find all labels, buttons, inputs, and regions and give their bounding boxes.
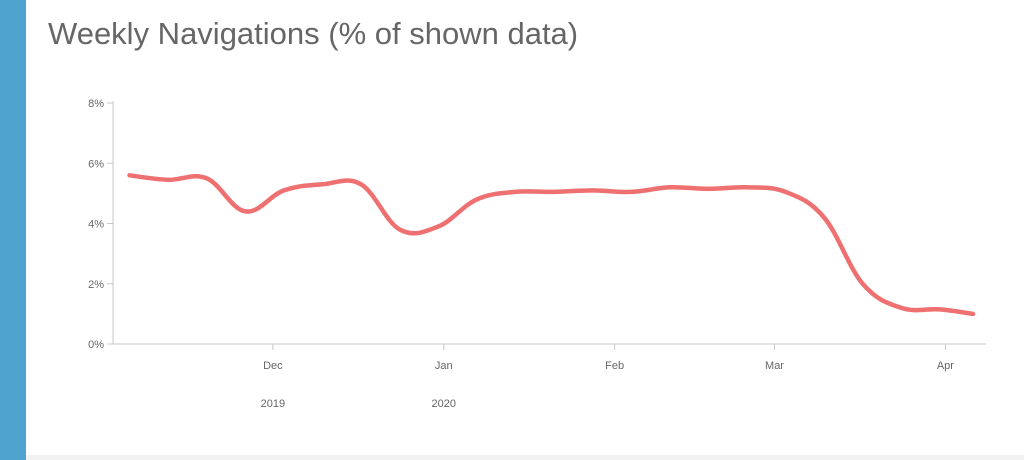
data-point (359, 182, 363, 186)
x-tick-label: Feb (605, 360, 624, 372)
data-point (861, 282, 865, 286)
data-point (166, 178, 170, 182)
x-tick-label: Dec (263, 360, 283, 372)
y-tick-label: 2% (88, 279, 104, 291)
data-point (971, 312, 975, 316)
data-point (205, 176, 209, 180)
accent-bar (0, 0, 26, 460)
data-point (822, 215, 826, 219)
chart-card: Weekly Navigations (% of shown data) 0% 2… (26, 0, 1024, 460)
x-tick-label: Jan (435, 360, 453, 372)
y-tick-label: 8% (88, 98, 104, 110)
data-point (745, 185, 749, 189)
data-point (629, 190, 633, 194)
y-tick-label: 0% (88, 339, 104, 351)
y-tick-label: 4% (88, 219, 104, 231)
data-point (938, 307, 942, 311)
data-point (320, 182, 324, 186)
data-point (436, 225, 440, 229)
x-tick-label: Mar (765, 360, 784, 372)
data-point (552, 190, 556, 194)
y-tick-label: 6% (88, 158, 104, 170)
x-tick-label: Apr (937, 360, 954, 372)
data-point (282, 188, 286, 192)
data-point (513, 190, 517, 194)
data-point (398, 228, 402, 232)
data-point (591, 188, 595, 192)
data-point (706, 187, 710, 191)
line-chart: 0% 2% 4% 6% 8% Dec 2019 Jan 2020 Feb Mar Apr (88, 98, 986, 410)
y-axis: 0% 2% 4% 6% 8% (88, 98, 114, 351)
x-tick-year-label: 2020 (432, 398, 456, 410)
bottom-strip (26, 455, 1024, 460)
data-point (243, 209, 247, 213)
data-point (784, 190, 788, 194)
data-point (668, 185, 672, 189)
series-line (127, 173, 976, 317)
x-tick-year-label: 2019 (261, 398, 285, 410)
x-axis: Dec 2019 Jan 2020 Feb Mar Apr (113, 343, 986, 410)
data-point (899, 306, 903, 310)
data-point (475, 197, 479, 201)
chart-title: Weekly Navigations (% of shown data) (48, 16, 579, 51)
series-points (128, 173, 975, 316)
data-point (128, 173, 132, 177)
